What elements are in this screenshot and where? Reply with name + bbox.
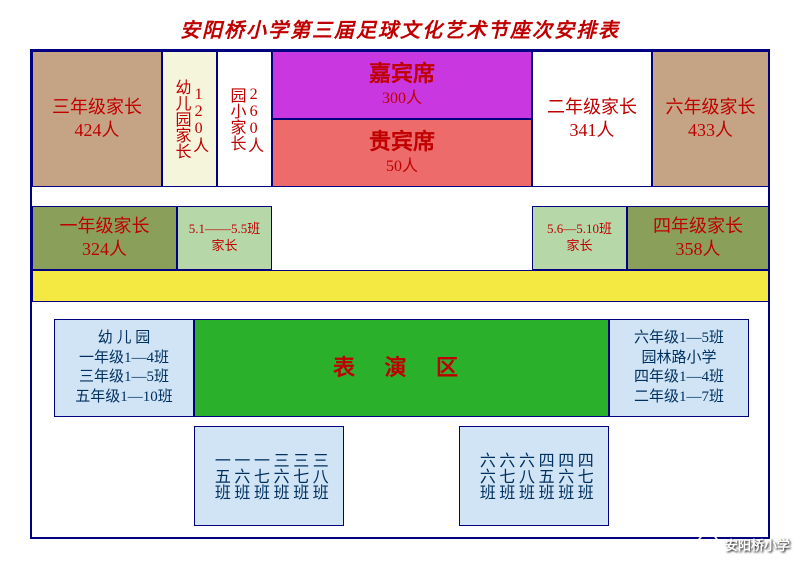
label: 表 演 区 [333,354,470,383]
count: 324人 [82,238,127,261]
yuanxiao-parents: 园小家长 260人 [217,51,272,187]
perf-left-list: 幼 儿 园 一年级1—4班 三年级1—5班 五年级1—10班 [54,319,194,417]
label: 三年级家长 [52,96,142,119]
label: 5.6—5.10班 [547,221,612,238]
li: 一年级1—4班 [79,349,169,369]
count: 120人 [190,86,208,153]
count: 433人 [688,119,733,142]
seating-chart: 三年级家长 424人 幼儿园家长 120人 园小家长 260人 嘉宾席 300人… [30,49,770,539]
li: 二年级1—7班 [634,388,724,408]
class-col: 三七班 [290,452,308,500]
li: 五年级1—10班 [75,388,173,408]
class-col: 四七班 [574,452,592,500]
label: 四年级家长 [653,215,743,238]
performance-area: 表 演 区 [194,319,609,417]
vip-seats: 贵宾席 50人 [272,119,532,187]
yellow-strip [32,270,769,302]
class-col: 四五班 [535,452,553,500]
class-col: 六七班 [496,452,514,500]
class-col: 三六班 [270,452,288,500]
grade1-parents: 一年级家长 324人 [32,206,177,270]
label: 六年级家长 [666,96,756,119]
count: 358人 [676,238,721,261]
kindergarten-parents: 幼儿园家长 120人 [162,51,217,187]
label: 幼儿园家长 [172,79,190,159]
class-col: 六八班 [515,452,533,500]
label2: 家长 [566,238,592,255]
class-col: 一七班 [250,452,268,500]
count: 260人 [245,86,263,153]
watermark: 安阳桥小学 [697,533,790,555]
count: 50人 [386,157,418,178]
bottom-left-classes: 一五班一六班一七班三六班三七班三八班 [194,426,344,526]
grade4-parents: 四年级家长 358人 [627,206,769,270]
class-col: 三八班 [309,452,327,500]
logo-icon [697,533,719,555]
class-5-1-5-5: 5.1——5.5班 家长 [177,206,272,270]
li: 园林路小学 [641,349,716,369]
li: 四年级1—4班 [634,368,724,388]
class-col: 一五班 [211,452,229,500]
bottom-right-classes: 六六班六七班六八班四五班四六班四七班 [459,426,609,526]
class-5-6-5-10: 5.6—5.10班 家长 [532,206,627,270]
count: 341人 [570,119,615,142]
label: 一年级家长 [60,215,150,238]
label: 5.1——5.5班 [189,221,261,238]
label: 嘉宾席 [369,60,435,89]
grade6-parents: 六年级家长 433人 [652,51,769,187]
li: 三年级1—5班 [79,368,169,388]
label2: 家长 [211,238,237,255]
grade2-parents: 二年级家长 341人 [532,51,652,187]
class-col: 一六班 [231,452,249,500]
guest-seats: 嘉宾席 300人 [272,51,532,119]
count: 424人 [75,119,120,142]
label: 贵宾席 [369,128,435,157]
perf-right-list: 六年级1—5班 园林路小学 四年级1—4班 二年级1—7班 [609,319,749,417]
label: 园小家长 [227,87,245,151]
class-col: 四六班 [555,452,573,500]
grade3-parents: 三年级家长 424人 [32,51,162,187]
li: 六年级1—5班 [634,329,724,349]
count: 300人 [382,89,422,110]
li: 幼 儿 园 [98,329,151,349]
class-col: 六六班 [476,452,494,500]
watermark-text: 安阳桥小学 [725,535,790,554]
label: 二年级家长 [547,96,637,119]
page-title: 安阳桥小学第三届足球文化艺术节座次安排表 [30,14,770,43]
